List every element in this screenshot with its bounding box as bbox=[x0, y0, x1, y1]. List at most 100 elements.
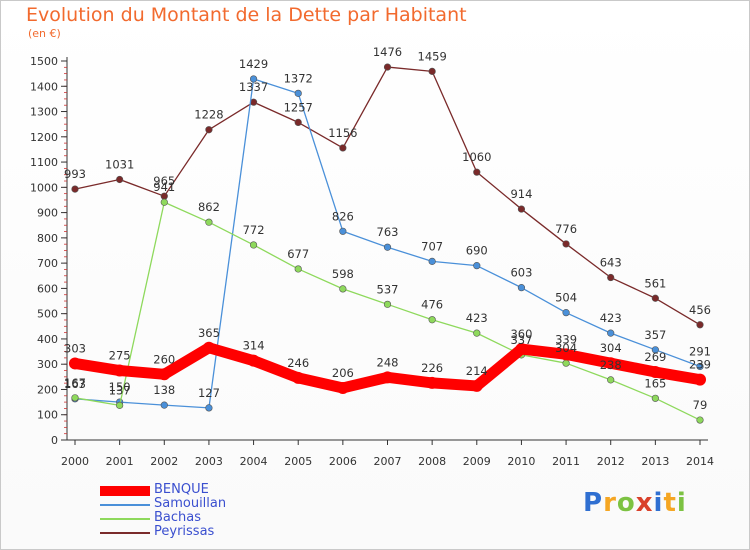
logo-letter: r bbox=[603, 488, 617, 518]
data-point-bachas bbox=[383, 300, 392, 308]
data-label-bachas: 677 bbox=[287, 247, 309, 261]
data-point-benque bbox=[560, 348, 573, 361]
y-tick-label: 0 bbox=[51, 434, 58, 447]
data-point-peyrissas bbox=[517, 205, 526, 213]
data-point-benque bbox=[113, 364, 126, 377]
data-label-peyrissas: 965 bbox=[153, 174, 175, 188]
data-point-benque bbox=[202, 341, 215, 354]
data-point-samouillan bbox=[383, 243, 392, 251]
data-point-bachas bbox=[116, 401, 124, 409]
y-tick-label: 700 bbox=[37, 257, 58, 270]
data-point-bachas bbox=[160, 198, 168, 206]
data-label-bachas: 476 bbox=[421, 298, 443, 312]
data-label-peyrissas: 1257 bbox=[284, 100, 313, 114]
data-label-bachas: 941 bbox=[153, 180, 175, 194]
data-point-bachas bbox=[696, 416, 704, 424]
data-label-benque: 303 bbox=[64, 341, 86, 355]
data-label-peyrissas: 561 bbox=[644, 276, 666, 290]
data-label-samouillan: 423 bbox=[600, 311, 622, 325]
data-point-benque bbox=[604, 357, 617, 370]
data-point-peyrissas bbox=[473, 168, 481, 176]
data-label-bachas: 598 bbox=[332, 267, 354, 281]
data-point-samouillan bbox=[428, 257, 436, 265]
data-point-samouillan bbox=[294, 89, 302, 97]
data-label-peyrissas: 1337 bbox=[239, 80, 268, 94]
proxiti-logo: Proxiti bbox=[583, 488, 687, 518]
data-label-bachas: 862 bbox=[198, 200, 220, 214]
data-point-peyrissas bbox=[651, 294, 659, 302]
data-label-bachas: 167 bbox=[64, 376, 86, 390]
data-point-peyrissas bbox=[383, 63, 392, 71]
data-point-bachas bbox=[428, 316, 436, 324]
x-tick-label: 2007 bbox=[374, 455, 402, 468]
data-point-benque bbox=[247, 354, 260, 367]
data-label-benque: 260 bbox=[153, 352, 175, 366]
x-tick-label: 2004 bbox=[240, 455, 268, 468]
data-label-benque: 314 bbox=[243, 339, 265, 353]
data-label-benque: 365 bbox=[198, 326, 220, 340]
data-label-benque: 206 bbox=[332, 366, 354, 380]
data-label-samouillan: 707 bbox=[421, 239, 443, 253]
data-label-samouillan: 291 bbox=[689, 344, 711, 358]
data-label-bachas: 165 bbox=[644, 376, 666, 390]
x-tick-label: 2002 bbox=[150, 455, 178, 468]
data-label-peyrissas: 1459 bbox=[418, 49, 447, 63]
y-tick-label: 1400 bbox=[30, 80, 58, 93]
y-tick-label: 100 bbox=[37, 409, 58, 422]
legend-label: Bachas bbox=[154, 510, 202, 525]
data-label-benque: 304 bbox=[600, 341, 622, 355]
data-label-bachas: 238 bbox=[600, 358, 622, 372]
data-point-samouillan bbox=[607, 329, 615, 337]
data-label-benque: 214 bbox=[466, 364, 488, 378]
legend-swatch bbox=[100, 518, 150, 520]
data-label-samouillan: 138 bbox=[153, 383, 175, 397]
logo-letter: P bbox=[583, 488, 604, 518]
data-label-samouillan: 603 bbox=[510, 266, 532, 280]
y-tick-label: 1300 bbox=[30, 106, 58, 119]
x-tick-label: 2005 bbox=[284, 455, 312, 468]
data-point-peyrissas bbox=[71, 185, 79, 193]
y-tick-label: 400 bbox=[37, 333, 58, 346]
data-point-bachas bbox=[205, 218, 213, 226]
x-tick-label: 2008 bbox=[418, 455, 446, 468]
data-point-samouillan bbox=[205, 404, 213, 412]
data-label-samouillan: 763 bbox=[377, 225, 399, 239]
unit-label: (en €) bbox=[28, 27, 61, 40]
data-point-benque bbox=[694, 373, 706, 386]
y-tick-label: 1000 bbox=[30, 181, 58, 194]
legend-swatch bbox=[100, 486, 150, 496]
data-label-benque: 339 bbox=[555, 332, 577, 346]
data-point-benque bbox=[158, 368, 171, 381]
data-label-benque: 226 bbox=[421, 361, 443, 375]
data-point-bachas bbox=[607, 376, 615, 384]
data-label-benque: 360 bbox=[510, 327, 532, 341]
x-tick-label: 2009 bbox=[463, 455, 491, 468]
data-label-peyrissas: 1476 bbox=[373, 45, 402, 59]
data-point-bachas bbox=[651, 394, 659, 402]
data-point-bachas bbox=[294, 265, 302, 273]
data-point-benque bbox=[649, 366, 662, 379]
data-label-peyrissas: 776 bbox=[555, 222, 577, 236]
data-point-benque bbox=[515, 343, 528, 356]
data-point-samouillan bbox=[562, 309, 570, 317]
data-label-bachas: 772 bbox=[243, 223, 265, 237]
x-tick-label: 2011 bbox=[552, 455, 580, 468]
data-label-peyrissas: 643 bbox=[600, 256, 622, 270]
y-tick-label: 300 bbox=[37, 358, 58, 371]
data-label-samouillan: 357 bbox=[644, 328, 666, 342]
data-point-peyrissas bbox=[339, 144, 347, 152]
data-label-peyrissas: 1228 bbox=[194, 108, 223, 122]
y-tick-label: 600 bbox=[37, 282, 58, 295]
legend-swatch bbox=[100, 532, 150, 534]
data-label-peyrissas: 1156 bbox=[328, 126, 357, 140]
data-label-bachas: 337 bbox=[510, 333, 532, 347]
data-label-peyrissas: 993 bbox=[64, 167, 86, 181]
x-tick-label: 2010 bbox=[507, 455, 535, 468]
data-label-bachas: 423 bbox=[466, 311, 488, 325]
data-label-bachas: 137 bbox=[109, 383, 131, 397]
y-tick-label: 500 bbox=[37, 308, 58, 321]
data-label-samouillan: 826 bbox=[332, 209, 354, 223]
data-point-samouillan bbox=[517, 284, 526, 292]
data-point-samouillan bbox=[249, 75, 258, 83]
